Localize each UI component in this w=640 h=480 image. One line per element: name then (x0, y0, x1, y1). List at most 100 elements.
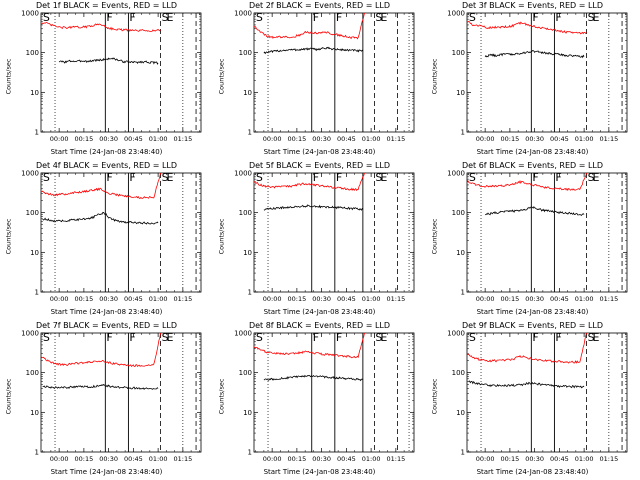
x-tick-label: 00:45 (124, 135, 143, 143)
x-tick-label: 00:30 (312, 455, 331, 463)
x-tick-label: 01:15 (173, 455, 192, 463)
y-tick-label: 10 (30, 249, 39, 257)
y-tick-label: 1000 (447, 170, 465, 178)
lld-series-line (253, 12, 365, 40)
x-axis-title: Start Time (24-Jan-08 23:48:40) (50, 308, 163, 316)
y-tick-label: 1000 (447, 330, 465, 338)
x-tick-label: 00:30 (99, 455, 118, 463)
interval-marker-label: S (588, 171, 595, 184)
y-tick-label: 1000 (234, 170, 252, 178)
y-tick-label: 10 (243, 89, 252, 97)
interval-marker-label: S (162, 11, 169, 24)
x-tick-label: 01:00 (362, 455, 381, 463)
x-tick-label: 00:00 (476, 295, 495, 303)
y-tick-label: 100 (26, 369, 39, 377)
interval-marker-label: S (162, 331, 169, 344)
y-tick-label: 100 (452, 369, 465, 377)
axis-frame (40, 332, 202, 453)
x-tick-label: 00:00 (263, 455, 282, 463)
x-tick-label: 01:00 (149, 455, 168, 463)
y-tick-label: 10 (456, 409, 465, 417)
axis-frame (253, 332, 415, 453)
axis-frame (40, 172, 202, 293)
interval-marker-label: E (167, 331, 174, 344)
x-tick-label: 00:15 (288, 135, 307, 143)
y-tick-label: 100 (452, 209, 465, 217)
panel-title: Det 8f BLACK = Events, RED = LLD (248, 321, 391, 330)
y-tick-label: 1000 (21, 10, 39, 18)
detector-panel: Det 1f BLACK = Events, RED = LLD Start Ti… (0, 0, 213, 160)
axis-frame (253, 12, 415, 133)
y-tick-label: 1 (248, 289, 252, 297)
x-tick-label: 00:45 (550, 295, 569, 303)
panel-title: Det 3f BLACK = Events, RED = LLD (461, 1, 604, 10)
x-tick-label: 01:15 (173, 295, 192, 303)
axis-frame (466, 332, 628, 453)
x-tick-label: 00:45 (550, 455, 569, 463)
x-tick-label: 00:45 (124, 455, 143, 463)
x-tick-label: 00:00 (50, 455, 69, 463)
x-tick-label: 00:00 (476, 135, 495, 143)
x-tick-label: 01:00 (149, 135, 168, 143)
x-tick-label: 00:00 (263, 135, 282, 143)
x-tick-label: 00:45 (337, 295, 356, 303)
events-series-line (42, 383, 159, 390)
y-tick-label: 10 (243, 249, 252, 257)
interval-marker-label: S (375, 11, 382, 24)
lld-series-line (253, 332, 365, 359)
x-tick-label: 00:45 (550, 135, 569, 143)
interval-marker-label: E (380, 171, 387, 184)
interval-marker-label: S (588, 331, 595, 344)
interval-marker-label: S (469, 11, 476, 24)
detector-panel: Det 9f BLACK = Events, RED = LLD Start Ti… (426, 320, 639, 480)
y-tick-label: 1 (461, 129, 465, 137)
x-axis-title: Start Time (24-Jan-08 23:48:40) (263, 148, 376, 156)
events-series-line (263, 46, 364, 55)
interval-marker-label: S (162, 171, 169, 184)
interval-marker-label: S (256, 171, 263, 184)
x-tick-label: 00:30 (525, 455, 544, 463)
x-tick-label: 01:15 (386, 295, 405, 303)
y-tick-label: 10 (30, 409, 39, 417)
interval-marker-label: F (555, 171, 561, 184)
x-axis-title: Start Time (24-Jan-08 23:48:40) (476, 468, 589, 476)
x-axis-title: Start Time (24-Jan-08 23:48:40) (263, 468, 376, 476)
y-tick-label: 1 (35, 289, 39, 297)
x-tick-label: 00:30 (99, 135, 118, 143)
events-series-line (263, 374, 364, 382)
y-tick-label: 1 (248, 449, 252, 457)
y-tick-label: 100 (26, 209, 39, 217)
x-tick-label: 01:00 (362, 135, 381, 143)
interval-marker-label: S (43, 171, 50, 184)
y-tick-label: 1 (461, 449, 465, 457)
interval-marker-label: E (167, 171, 174, 184)
detector-panel: Det 2f BLACK = Events, RED = LLD Start Ti… (213, 0, 426, 160)
x-tick-label: 00:15 (75, 135, 94, 143)
panel-title: Det 6f BLACK = Events, RED = LLD (461, 161, 604, 170)
x-tick-label: 00:15 (501, 455, 520, 463)
interval-marker-label: F (313, 171, 319, 184)
x-tick-label: 00:00 (50, 295, 69, 303)
y-tick-label: 1 (35, 129, 39, 137)
interval-marker-label: F (129, 171, 135, 184)
interval-marker-label: F (129, 11, 135, 24)
axis-frame (466, 172, 628, 293)
x-tick-label: 00:15 (288, 295, 307, 303)
y-tick-label: 100 (239, 49, 252, 57)
x-tick-label: 00:45 (337, 455, 356, 463)
y-tick-label: 100 (239, 209, 252, 217)
axis-frame (466, 12, 628, 133)
plot-svg: 1 10 100 1000 00:00 00:15 00:30 00:45 01:00 01:15… (21, 170, 202, 303)
y-tick-label: 1 (35, 449, 39, 457)
x-axis-title: Start Time (24-Jan-08 23:48:40) (476, 308, 589, 316)
y-tick-label: 1000 (447, 10, 465, 18)
interval-marker-label: F (106, 331, 112, 344)
lld-series-line (253, 172, 365, 192)
detector-panel: Det 7f BLACK = Events, RED = LLD Start Ti… (0, 320, 213, 480)
interval-marker-label: F (106, 11, 112, 24)
x-tick-label: 01:15 (386, 455, 405, 463)
y-tick-label: 1000 (21, 170, 39, 178)
detector-panel: Det 5f BLACK = Events, RED = LLD Start Ti… (213, 160, 426, 320)
x-tick-label: 00:15 (501, 295, 520, 303)
axis-frame (40, 12, 202, 133)
